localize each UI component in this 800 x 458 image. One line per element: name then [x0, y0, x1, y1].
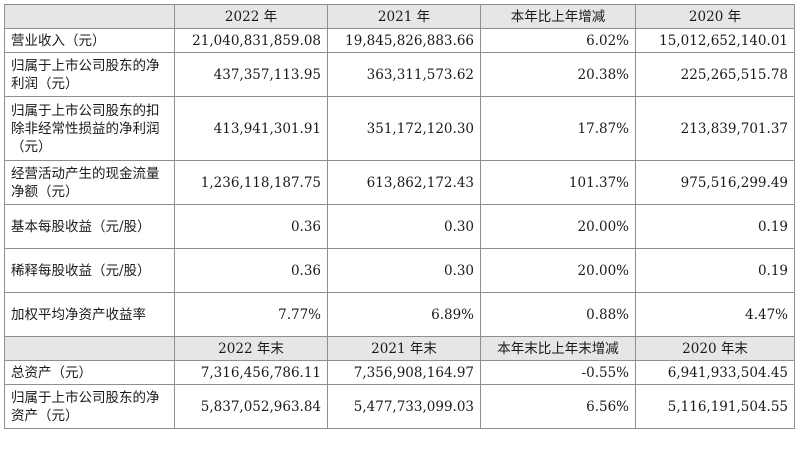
table-cell: 0.36 [174, 204, 328, 249]
table-cell: 6.02% [480, 28, 636, 53]
row-label: 经营活动产生的现金流量净额（元） [4, 160, 175, 205]
table-header-row: 2022 年 2021 年 本年比上年增减 2020 年 [4, 4, 795, 29]
table-cell: 6,941,933,504.45 [635, 360, 795, 385]
table-cell: 6.89% [327, 292, 481, 337]
table-cell: 5,837,052,963.84 [174, 384, 328, 429]
table-cell: 0.30 [327, 248, 481, 293]
table-cell: 351,172,120.30 [327, 96, 481, 161]
table-cell: 413,941,301.91 [174, 96, 328, 161]
row-label: 稀释每股收益（元/股） [4, 248, 175, 293]
table-cell: 19,845,826,883.66 [327, 28, 481, 53]
row-label: 归属于上市公司股东的扣除非经常性损益的净利润（元） [4, 96, 175, 161]
table-row: 经营活动产生的现金流量净额（元） 1,236,118,187.75 613,86… [4, 160, 795, 205]
table-row: 归属于上市公司股东的净利润（元） 437,357,113.95 363,311,… [4, 52, 795, 97]
table-cell: 363,311,573.62 [327, 52, 481, 97]
table-cell: 0.36 [174, 248, 328, 293]
row-label: 归属于上市公司股东的净利润（元） [4, 52, 175, 97]
table-cell: 6.56% [480, 384, 636, 429]
header-cell: 2020 年 [635, 4, 795, 29]
header-cell: 本年末比上年末增减 [480, 336, 636, 361]
table-cell: -0.55% [480, 360, 636, 385]
header-cell [4, 4, 175, 29]
table-cell: 0.88% [480, 292, 636, 337]
row-label: 归属于上市公司股东的净资产（元） [4, 384, 175, 429]
table-cell: 225,265,515.78 [635, 52, 795, 97]
table-row: 总资产（元） 7,316,456,786.11 7,356,908,164.97… [4, 360, 795, 385]
row-label: 总资产（元） [4, 360, 175, 385]
table-cell: 0.30 [327, 204, 481, 249]
table-cell: 975,516,299.49 [635, 160, 795, 205]
header-cell: 2020 年末 [635, 336, 795, 361]
table-row: 营业收入（元） 21,040,831,859.08 19,845,826,883… [4, 28, 795, 53]
table-cell: 613,862,172.43 [327, 160, 481, 205]
table-cell: 0.19 [635, 204, 795, 249]
table-cell: 20.00% [480, 248, 636, 293]
table-cell: 7,316,456,786.11 [174, 360, 328, 385]
header-cell: 本年比上年增减 [480, 4, 636, 29]
table-row: 加权平均净资产收益率 7.77% 6.89% 0.88% 4.47% [4, 292, 795, 337]
table-header-row: 2022 年末 2021 年末 本年末比上年末增减 2020 年末 [4, 336, 795, 361]
table-cell: 17.87% [480, 96, 636, 161]
table-cell: 1,236,118,187.75 [174, 160, 328, 205]
table-row: 基本每股收益（元/股） 0.36 0.30 20.00% 0.19 [4, 204, 795, 249]
table-cell: 20.38% [480, 52, 636, 97]
table-cell: 5,116,191,504.55 [635, 384, 795, 429]
row-label: 营业收入（元） [4, 28, 175, 53]
table-cell: 0.19 [635, 248, 795, 293]
table-row: 稀释每股收益（元/股） 0.36 0.30 20.00% 0.19 [4, 248, 795, 293]
row-label: 加权平均净资产收益率 [4, 292, 175, 337]
table-cell: 15,012,652,140.01 [635, 28, 795, 53]
table-cell: 7,356,908,164.97 [327, 360, 481, 385]
table-row: 归属于上市公司股东的净资产（元） 5,837,052,963.84 5,477,… [4, 384, 795, 429]
table-cell: 5,477,733,099.03 [327, 384, 481, 429]
header-cell: 2021 年末 [327, 336, 481, 361]
table-cell: 4.47% [635, 292, 795, 337]
table-cell: 20.00% [480, 204, 636, 249]
table-cell: 7.77% [174, 292, 328, 337]
table-row: 归属于上市公司股东的扣除非经常性损益的净利润（元） 413,941,301.91… [4, 96, 795, 161]
table-cell: 437,357,113.95 [174, 52, 328, 97]
header-cell [4, 336, 175, 361]
table-cell: 21,040,831,859.08 [174, 28, 328, 53]
row-label: 基本每股收益（元/股） [4, 204, 175, 249]
table-cell: 101.37% [480, 160, 636, 205]
header-cell: 2021 年 [327, 4, 481, 29]
header-cell: 2022 年 [174, 4, 328, 29]
table-cell: 213,839,701.37 [635, 96, 795, 161]
financial-summary-table: 2022 年 2021 年 本年比上年增减 2020 年 营业收入（元） 21,… [4, 4, 795, 429]
header-cell: 2022 年末 [174, 336, 328, 361]
